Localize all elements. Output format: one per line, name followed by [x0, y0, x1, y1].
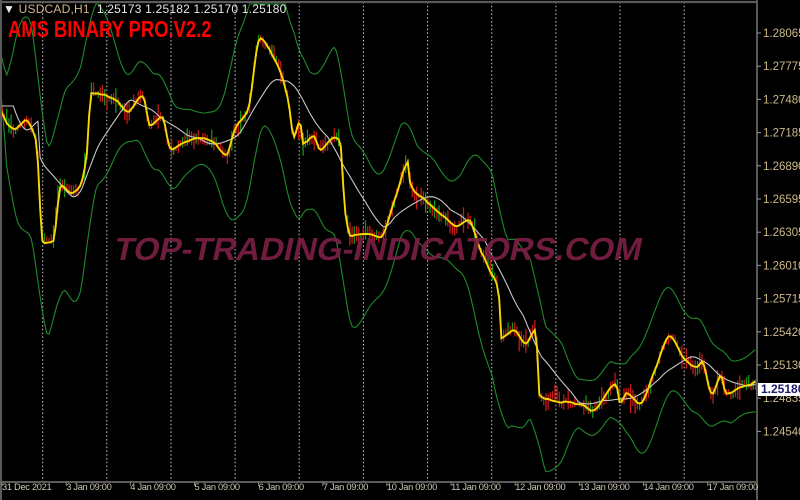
svg-text:1.25130: 1.25130: [763, 360, 800, 372]
svg-text:1.24540: 1.24540: [763, 426, 800, 438]
svg-text:10 Jan 09:00: 10 Jan 09:00: [387, 482, 437, 492]
svg-text:1.25420: 1.25420: [763, 327, 800, 339]
svg-text:31 Dec 2021: 31 Dec 2021: [2, 482, 52, 492]
svg-text:1.25715: 1.25715: [763, 294, 800, 306]
svg-text:1.27480: 1.27480: [763, 94, 800, 106]
svg-text:17 Jan 09:00: 17 Jan 09:00: [708, 482, 758, 492]
svg-text:1.27185: 1.27185: [763, 128, 800, 140]
svg-text:11 Jan 09:00: 11 Jan 09:00: [451, 482, 501, 492]
svg-text:1.26010: 1.26010: [763, 260, 800, 272]
svg-text:13 Jan 09:00: 13 Jan 09:00: [579, 482, 629, 492]
svg-text:1.26595: 1.26595: [763, 194, 800, 206]
svg-text:14 Jan 09:00: 14 Jan 09:00: [644, 482, 694, 492]
svg-text:1.28065: 1.28065: [763, 28, 800, 40]
svg-text:5 Jan 09:00: 5 Jan 09:00: [195, 482, 240, 492]
svg-text:1.27775: 1.27775: [763, 61, 800, 73]
svg-text:3 Jan 09:00: 3 Jan 09:00: [66, 482, 111, 492]
svg-text:7 Jan 09:00: 7 Jan 09:00: [323, 482, 368, 492]
svg-text:6 Jan 09:00: 6 Jan 09:00: [259, 482, 304, 492]
svg-text:1.26890: 1.26890: [763, 161, 800, 173]
svg-text:4 Jan 09:00: 4 Jan 09:00: [130, 482, 175, 492]
svg-text:12 Jan 09:00: 12 Jan 09:00: [515, 482, 565, 492]
